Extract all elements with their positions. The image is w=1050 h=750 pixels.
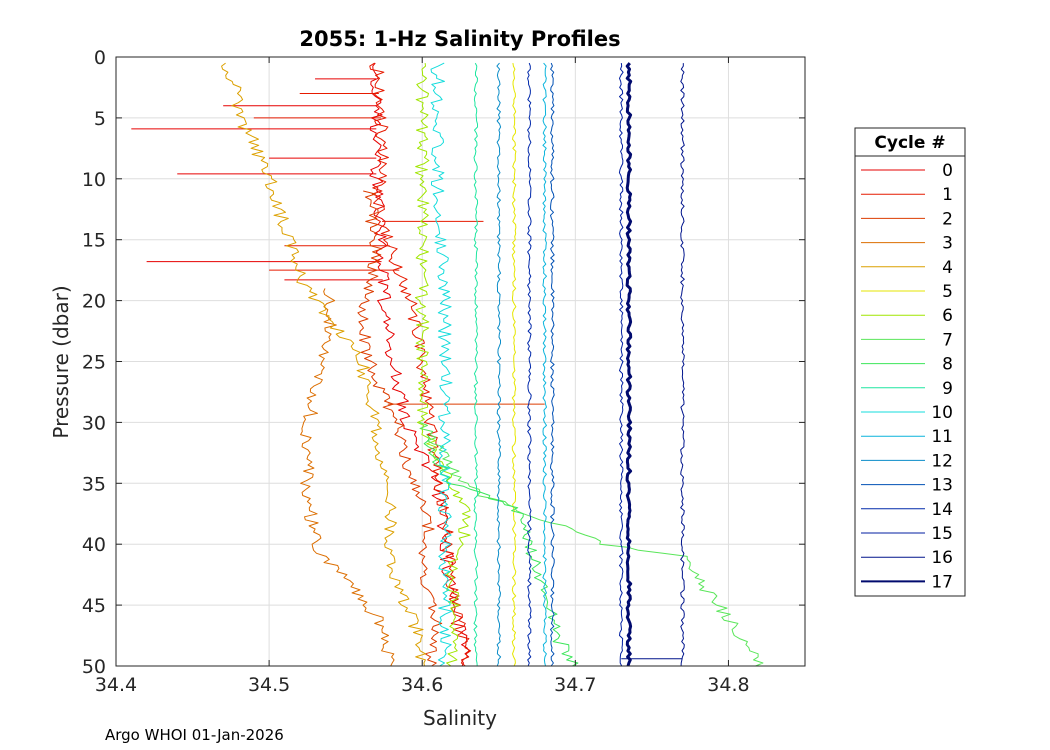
series-line-cycle-11 [542, 62, 547, 667]
series-line-cycle-12 [496, 62, 502, 667]
y-tick-label: 50 [82, 656, 106, 678]
y-tick-label: 0 [94, 47, 106, 69]
series-line-cycle-10 [430, 62, 453, 667]
y-tick-label: 45 [82, 595, 106, 617]
footer-credit: Argo WHOI 01-Jan-2026 [105, 726, 284, 744]
y-tick-label: 15 [82, 230, 106, 252]
series-line-cycle-2 [357, 190, 443, 667]
legend-label-cycle-12: 12 [931, 451, 953, 471]
y-tick-label: 20 [82, 291, 106, 313]
y-tick-label: 35 [82, 473, 106, 495]
legend-label-cycle-4: 4 [942, 258, 953, 278]
series-line-cycle-4 [221, 62, 426, 667]
legend-label-cycle-2: 2 [942, 209, 953, 229]
series-line-cycle-13 [550, 62, 555, 667]
x-tick-label: 34.7 [554, 674, 596, 696]
series-line-cycle-15 [618, 63, 624, 667]
legend-label-cycle-7: 7 [942, 330, 953, 350]
y-tick-label: 5 [94, 108, 106, 130]
y-tick-label: 30 [82, 412, 106, 434]
legend-label-cycle-8: 8 [942, 355, 953, 375]
x-tick-label: 34.4 [95, 674, 137, 696]
series-line-cycle-3 [300, 288, 395, 667]
legend-label-cycle-9: 9 [942, 379, 953, 399]
legend-label-cycle-16: 16 [931, 548, 953, 568]
legend-box [854, 127, 966, 597]
series-line-cycle-5 [511, 63, 517, 667]
series-line-cycle-9 [473, 62, 479, 667]
series-line-cycle-7 [419, 421, 764, 667]
chart-title: 2055: 1-Hz Salinity Profiles [299, 27, 620, 51]
series-line-cycle-17 [625, 62, 633, 667]
y-tick-label: 10 [82, 169, 106, 191]
y-tick-label: 25 [82, 352, 106, 374]
y-tick-label: 40 [82, 534, 106, 556]
legend-label-cycle-3: 3 [942, 234, 953, 254]
legend-label-cycle-5: 5 [942, 282, 953, 302]
x-tick-label: 34.8 [707, 674, 749, 696]
legend-title: Cycle # [874, 133, 945, 153]
legend-label-cycle-14: 14 [931, 500, 953, 520]
series-lines [131, 62, 764, 667]
legend-label-cycle-17: 17 [931, 572, 953, 592]
x-axis-label: Salinity [423, 706, 497, 730]
legend-label-cycle-11: 11 [931, 427, 953, 447]
axis-ticks: 34.4 34.5 34.6 34.7 34.8 0 5 10 15 20 25 30 35 40 45 50 [82, 47, 805, 696]
series-line-cycle-6 [414, 63, 471, 667]
legend-label-cycle-13: 13 [931, 476, 953, 496]
legend-label-cycle-15: 15 [931, 524, 953, 544]
legend-label-cycle-6: 6 [942, 306, 953, 326]
y-axis-label: Pressure (dbar) [49, 285, 73, 438]
series-line-cycle-16 [680, 63, 685, 667]
x-tick-label: 34.6 [401, 674, 443, 696]
legend-label-cycle-0: 0 [942, 161, 953, 181]
legend-label-cycle-10: 10 [931, 403, 953, 423]
series-line-cycle-14 [527, 62, 532, 667]
x-tick-label: 34.5 [248, 674, 290, 696]
legend-label-cycle-1: 1 [942, 185, 953, 205]
